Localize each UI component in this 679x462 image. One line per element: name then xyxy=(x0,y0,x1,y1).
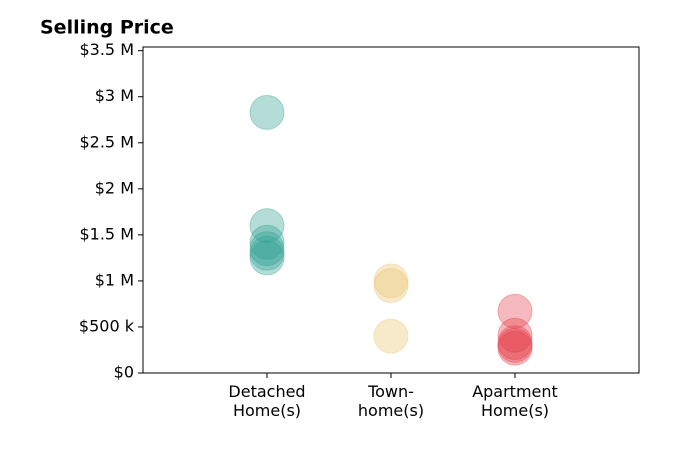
point xyxy=(249,224,285,260)
x-tick-label: Apartment Home(s) xyxy=(472,382,558,420)
x-tick-label: Town-home(s) xyxy=(358,382,424,420)
y-tick-label: $1 M xyxy=(95,270,134,289)
y-tick-label: $1.5 M xyxy=(79,224,134,243)
point xyxy=(373,268,409,304)
y-tick-label: $2.5 M xyxy=(79,132,134,151)
point xyxy=(373,263,409,299)
y-tick-label: $3.5 M xyxy=(79,40,134,59)
point xyxy=(497,327,533,363)
y-tick-label: $2 M xyxy=(95,178,134,197)
point xyxy=(249,235,285,271)
point xyxy=(497,293,533,329)
point xyxy=(497,317,533,353)
point xyxy=(497,325,533,361)
point xyxy=(249,208,285,244)
y-tick-label: $500 k xyxy=(79,316,135,335)
x-tick-label: Detached Home(s) xyxy=(228,382,305,420)
point xyxy=(249,240,285,276)
point xyxy=(497,330,533,366)
y-tick-label: $3 M xyxy=(95,86,134,105)
point xyxy=(249,94,285,130)
chart-title: Selling Price xyxy=(40,17,174,39)
y-tick-label: $0 xyxy=(114,363,134,382)
point xyxy=(249,231,285,267)
point xyxy=(373,318,409,354)
